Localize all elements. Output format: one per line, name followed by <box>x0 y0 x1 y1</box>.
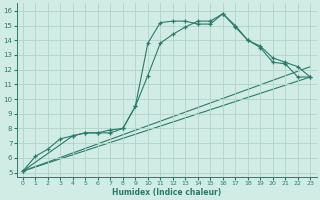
X-axis label: Humidex (Indice chaleur): Humidex (Indice chaleur) <box>112 188 221 197</box>
